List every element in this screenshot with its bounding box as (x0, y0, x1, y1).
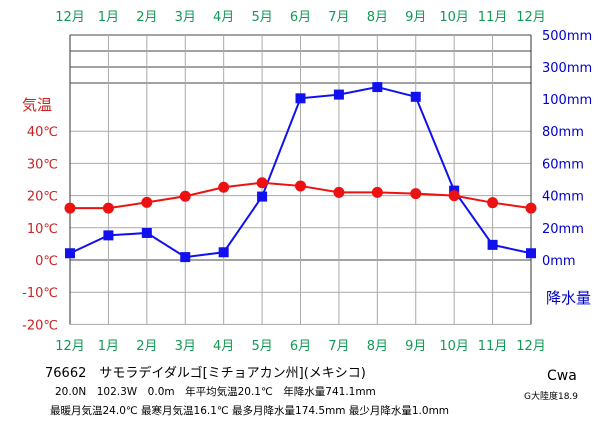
koppen-classification: Cwa (547, 368, 577, 384)
temperature-axis-label: 気温 (22, 96, 52, 114)
month-label: 10月 (439, 10, 469, 25)
temperature-tick-label: -10℃ (22, 286, 58, 301)
month-label: 7月 (328, 10, 349, 25)
month-label: 8月 (367, 339, 388, 354)
precipitation-point (295, 93, 306, 104)
precipitation-point (487, 239, 498, 250)
temperature-point (141, 196, 153, 208)
station-extreme-stats: 最暖月気温24.0℃ 最寒月気温16.1℃ 最多月降水量174.5mm 最少月降… (50, 405, 450, 417)
temperature-tick-label: 30℃ (27, 157, 58, 172)
station-header: 76662 サモラデイダルゴ[ミチョアカン州](メキシコ) (45, 366, 366, 381)
month-label: 10月 (439, 339, 469, 354)
precipitation-point (141, 227, 152, 238)
precipitation-tick-label: 40mm (542, 190, 584, 205)
precipitation-point (180, 252, 191, 263)
month-label: 7月 (328, 339, 349, 354)
month-label: 12月 (516, 339, 546, 354)
month-label: 3月 (175, 339, 196, 354)
temperature-tick-label: 20℃ (27, 190, 58, 205)
temperature-point (525, 202, 537, 214)
month-label: 4月 (213, 339, 234, 354)
continentality-index: G大陸度18.9 (524, 392, 579, 402)
month-label: 1月 (98, 339, 119, 354)
month-label: 12月 (55, 10, 85, 25)
precipitation-point (257, 191, 268, 202)
precipitation-tick-label: 300mm (542, 61, 592, 76)
temperature-axis: 気温 40℃ 30℃ 20℃ 10℃ 0℃ -10℃ -20℃ (22, 96, 58, 333)
precipitation-point (372, 82, 383, 93)
temperature-tick-label: 40℃ (27, 125, 58, 140)
temperature-point (487, 197, 499, 209)
month-label: 11月 (478, 339, 508, 354)
temperature-tick-label: -20℃ (22, 318, 58, 333)
precipitation-tick-label: 60mm (542, 157, 584, 172)
month-label: 9月 (405, 10, 426, 25)
bottom-month-labels: 12月 1月 2月 3月 4月 5月 6月 7月 8月 9月 10月 11月 12月 (55, 339, 546, 354)
month-label: 8月 (367, 10, 388, 25)
temperature-point (102, 202, 114, 214)
precipitation-point (65, 248, 75, 259)
month-label: 3月 (175, 10, 196, 25)
temperature-point (218, 181, 230, 193)
month-label: 2月 (136, 339, 157, 354)
month-label: 1月 (98, 10, 119, 25)
climate-chart: 12月 1月 2月 3月 4月 5月 6月 7月 8月 9月 10月 11月 12月 12月 1月 2月 3月… (22, 10, 592, 354)
precipitation-tick-label: 20mm (542, 222, 584, 237)
temperature-tick-label: 10℃ (27, 222, 58, 237)
temperature-series (64, 177, 537, 214)
month-label: 5月 (251, 339, 272, 354)
month-label: 11月 (478, 10, 508, 25)
temperature-point (333, 186, 345, 198)
precipitation-tick-label: 500mm (542, 29, 592, 44)
month-label: 12月 (516, 10, 546, 25)
temperature-tick-label: 0℃ (35, 254, 58, 269)
temperature-point (448, 190, 460, 202)
temperature-point (371, 186, 383, 198)
precipitation-point (218, 247, 229, 258)
temperature-point (64, 202, 76, 214)
precipitation-axis-label: 降水量 (546, 289, 591, 307)
month-label: 5月 (251, 10, 272, 25)
temperature-point (179, 190, 191, 202)
temperature-point (256, 177, 268, 189)
precipitation-tick-label: 0mm (542, 254, 576, 269)
month-label: 9月 (405, 339, 426, 354)
month-label: 6月 (290, 10, 311, 25)
month-label: 12月 (55, 339, 85, 354)
precipitation-tick-label: 80mm (542, 125, 584, 140)
temperature-point (410, 188, 422, 200)
precipitation-point (526, 248, 536, 259)
precipitation-point (410, 91, 421, 102)
temperature-point (295, 180, 306, 192)
precipitation-tick-label: 100mm (542, 93, 592, 108)
station-location-stats: 20.0N 102.3W 0.0m 年平均気温20.1℃ 年降水量741.1mm (55, 386, 376, 398)
top-month-labels: 12月 1月 2月 3月 4月 5月 6月 7月 8月 9月 10月 11月 12月 (55, 10, 546, 25)
month-label: 6月 (290, 339, 311, 354)
month-label: 2月 (136, 10, 157, 25)
precipitation-point (103, 230, 114, 241)
month-label: 4月 (213, 10, 234, 25)
precipitation-axis: 500mm 300mm 100mm 80mm 60mm 40mm 20mm 0mm 降水量 (542, 29, 592, 307)
precipitation-point (333, 89, 344, 100)
chart-grid (69, 34, 532, 325)
